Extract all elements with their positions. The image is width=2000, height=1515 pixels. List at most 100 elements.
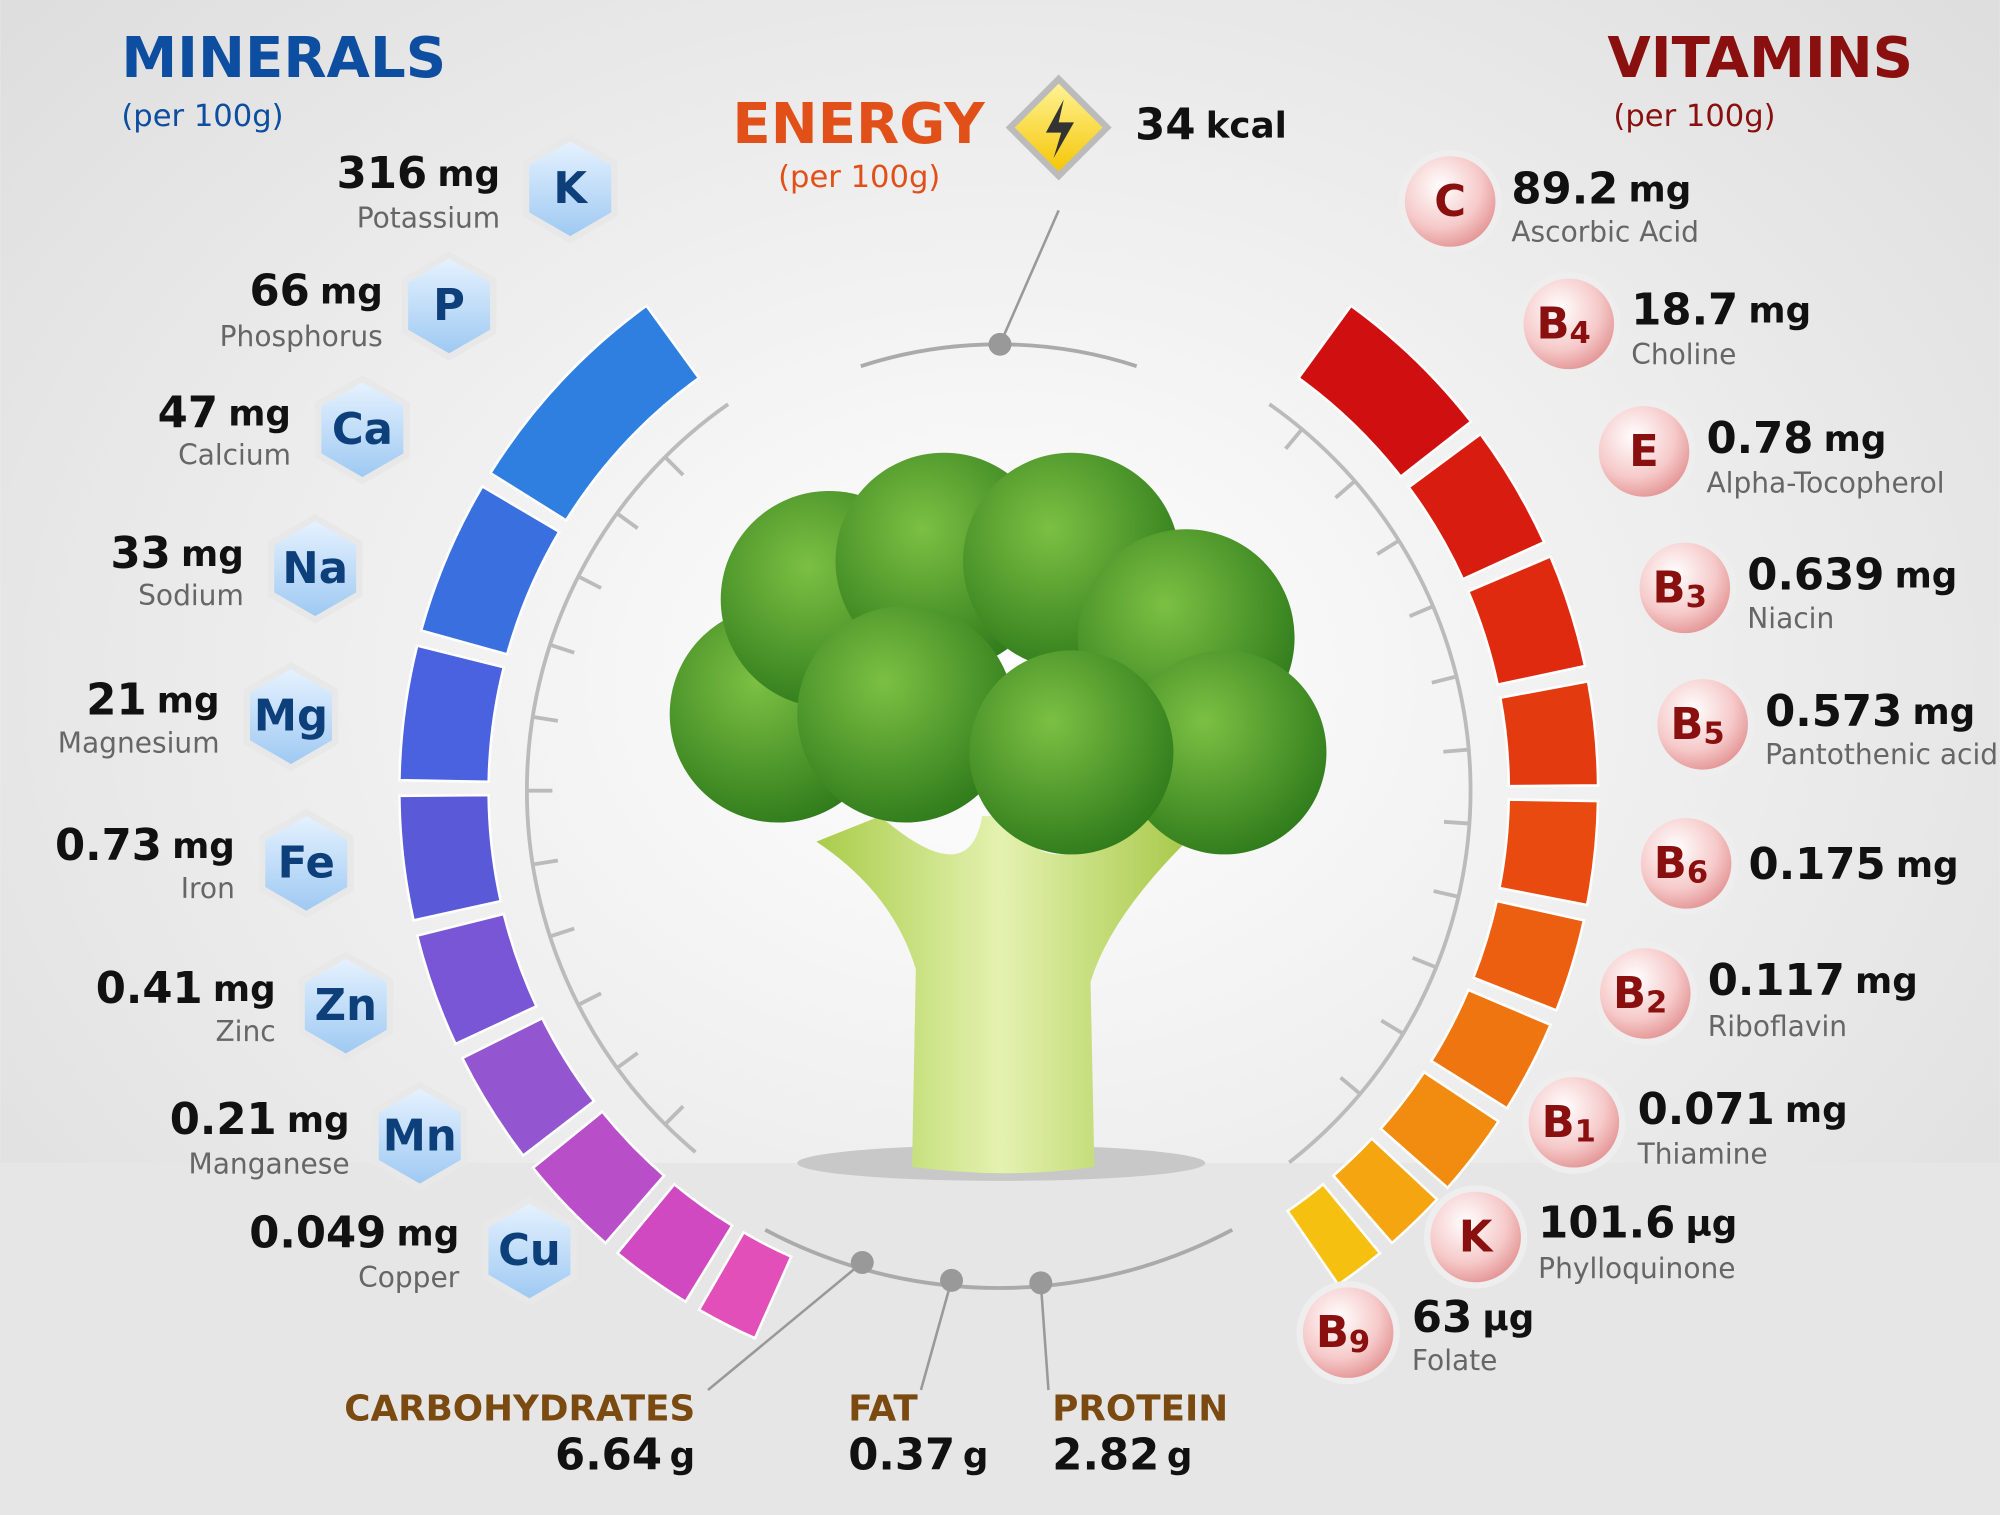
- name: Choline: [1631, 338, 1736, 371]
- value: 89.2 mg: [1511, 164, 1691, 214]
- connector: [998, 209, 1060, 345]
- arc-segment: [1331, 1136, 1439, 1245]
- subscript: 2: [1646, 985, 1667, 1020]
- arc-segment: [415, 912, 539, 1046]
- number: 101.6: [1538, 1198, 1675, 1248]
- value: 0.21 mg: [170, 1095, 350, 1145]
- arc-segment: [488, 303, 701, 523]
- unit: mg: [213, 969, 276, 1010]
- unit: mg: [1896, 845, 1959, 886]
- arc-segment: [531, 1109, 666, 1245]
- number: 0.639: [1747, 550, 1884, 600]
- number: 0.78: [1706, 414, 1813, 464]
- symbol: Fe: [278, 838, 335, 888]
- arc-segment: [1497, 798, 1600, 907]
- energy-value: 34 kcal: [1135, 100, 1287, 150]
- value: 33 mg: [111, 529, 244, 579]
- tick: [532, 858, 559, 867]
- tick: [549, 926, 575, 939]
- number: 0.21: [170, 1095, 277, 1145]
- tick: [532, 714, 559, 723]
- value: 0.73 mg: [55, 821, 235, 871]
- number: 0.41: [96, 963, 203, 1013]
- tick: [1411, 956, 1437, 970]
- tick: [1433, 889, 1459, 899]
- name: Calcium: [178, 439, 291, 472]
- macro-value: 0.37 g: [848, 1430, 988, 1480]
- tick: [549, 643, 575, 655]
- number: 0.37: [848, 1430, 955, 1480]
- unit: mg: [1895, 556, 1958, 597]
- arc-segment: [398, 793, 503, 922]
- unit: mg: [1824, 419, 1887, 460]
- hexagon: [372, 1081, 468, 1191]
- number: 66: [250, 266, 310, 316]
- value: 47 mg: [158, 388, 291, 438]
- unit: mg: [287, 1100, 350, 1141]
- letter: B: [1542, 1097, 1575, 1147]
- tick: [1339, 1076, 1362, 1096]
- unit: mg: [157, 681, 220, 722]
- vitamin-ball: [1592, 399, 1696, 504]
- symbol: C: [1434, 177, 1466, 227]
- name: Potassium: [357, 201, 500, 234]
- letter: B: [1613, 968, 1646, 1018]
- tick: [663, 1104, 685, 1126]
- arc-segment: [1296, 303, 1473, 479]
- unit: mg: [1912, 692, 1975, 733]
- energy-subtitle: (per 100g): [778, 160, 940, 195]
- symbol: B4: [1536, 299, 1590, 351]
- letter: B: [1654, 838, 1687, 888]
- vitamin-ball: [1424, 1185, 1528, 1289]
- tick: [1443, 747, 1469, 754]
- symbol: B2: [1613, 968, 1667, 1020]
- symbol: B1: [1542, 1097, 1596, 1149]
- value: 0.175 mg: [1749, 840, 1959, 890]
- subscript: 9: [1349, 1324, 1370, 1359]
- value: 0.049 mg: [249, 1208, 459, 1258]
- letter: K: [1459, 1212, 1494, 1262]
- name: Ascorbic Acid: [1511, 215, 1699, 248]
- number: 0.73: [55, 821, 162, 871]
- ring: [1268, 402, 1473, 1164]
- unit: mg: [1629, 169, 1692, 210]
- symbol: K: [553, 164, 588, 214]
- arc-segment: [1378, 1070, 1501, 1190]
- unit: g: [963, 1436, 989, 1477]
- minerals-subtitle: (per 100g): [121, 99, 283, 134]
- macro-name: CARBOHYDRATES: [344, 1388, 695, 1429]
- symbol: K: [1459, 1212, 1494, 1262]
- dot: [988, 332, 1012, 356]
- value: 0.573 mg: [1765, 687, 1975, 737]
- letter: B: [1316, 1308, 1349, 1358]
- hexagon: [243, 662, 339, 772]
- dot: [1029, 1271, 1053, 1295]
- unit: kcal: [1206, 106, 1287, 147]
- tick: [577, 574, 602, 590]
- ring: [524, 402, 730, 1154]
- name: Phylloquinone: [1538, 1252, 1735, 1285]
- vitamin-ball: [1522, 1070, 1626, 1174]
- symbol: Cu: [498, 1226, 561, 1276]
- hexagon: [258, 808, 354, 919]
- unit: mg: [397, 1214, 460, 1255]
- letter: C: [1434, 177, 1466, 227]
- unit: µg: [1685, 1204, 1737, 1245]
- name: Magnesium: [58, 727, 220, 760]
- subscript: 3: [1686, 580, 1707, 615]
- symbol: B3: [1653, 563, 1707, 615]
- arc-segment: [1466, 554, 1587, 687]
- symbol: Mg: [254, 692, 328, 742]
- number: 2.82: [1052, 1430, 1159, 1480]
- tick: [615, 511, 639, 530]
- unit: g: [670, 1436, 696, 1477]
- arc-segment: [697, 1230, 793, 1340]
- subscript: 4: [1570, 316, 1591, 351]
- hexagon: [482, 1196, 577, 1306]
- value: 0.78 mg: [1706, 414, 1886, 464]
- number: 6.64: [555, 1430, 662, 1480]
- arc-segment: [460, 1016, 596, 1158]
- vitamins-title: VITAMINS: [1607, 26, 1913, 91]
- unit: µg: [1482, 1298, 1534, 1339]
- dot: [940, 1268, 964, 1292]
